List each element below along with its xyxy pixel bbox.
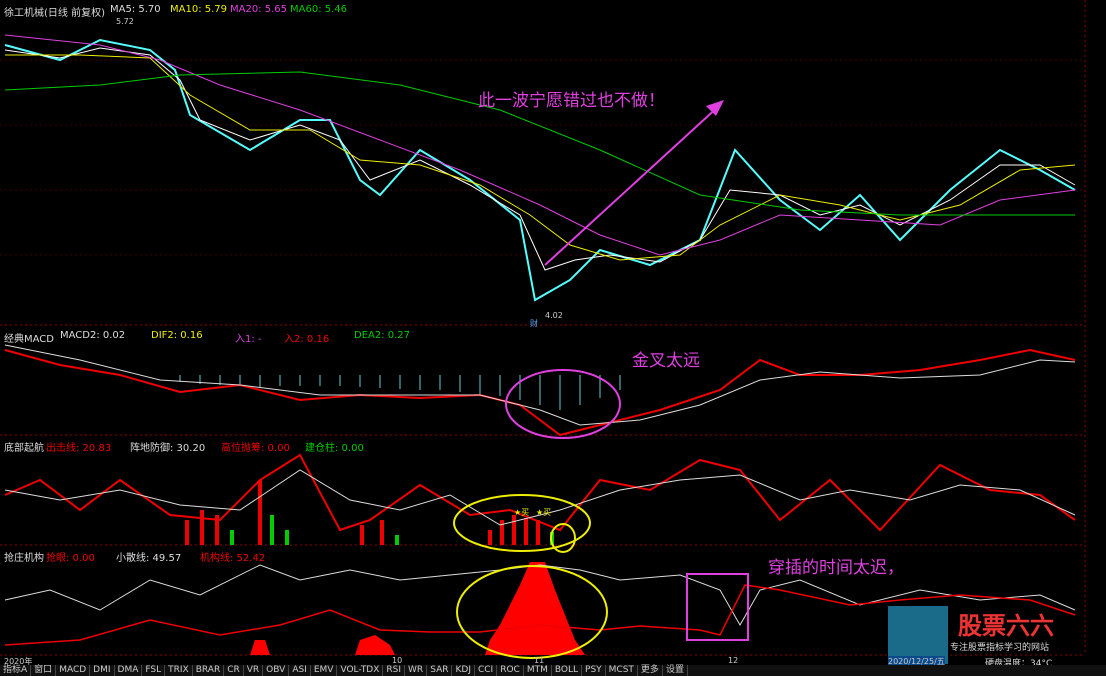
panel-field: 建仓柱: 0.00: [305, 443, 364, 454]
tab[interactable]: ROC: [497, 665, 524, 676]
dif: [4, 348, 1076, 437]
ma-field: MA10: 5.79: [170, 4, 228, 15]
slogan: 专注股票指标学习的网站: [950, 643, 1050, 653]
ma-field: MA60: 5.46: [290, 4, 348, 15]
x-label: 10: [392, 656, 403, 665]
panel-field: 入2: 0.16: [284, 334, 330, 345]
institution-area-2: [250, 635, 395, 655]
annotation: 穿插的时间太迟，: [768, 558, 904, 578]
tab[interactable]: FSL: [142, 665, 166, 676]
defense-line: [4, 469, 1076, 526]
panel-field: DEA2: 0.27: [354, 330, 411, 341]
tab[interactable]: DMI: [90, 665, 115, 676]
panel-field: 抢眼: 0.00: [46, 553, 95, 564]
arrow-head: [706, 100, 724, 116]
tab[interactable]: MCST: [606, 665, 638, 676]
highlight-box: [686, 573, 749, 641]
tab[interactable]: 指标A: [0, 665, 32, 676]
panel-field: 小散线: 49.57: [116, 553, 182, 564]
base-bars-green: [230, 515, 554, 545]
circle: [456, 565, 608, 659]
x-label: 11: [534, 656, 545, 665]
tab[interactable]: MTM: [524, 665, 552, 676]
price-line: [4, 38, 1076, 302]
logo: [888, 606, 948, 664]
dea: [4, 344, 1076, 426]
panel-field: 阵地防御: 30.20: [130, 443, 206, 454]
tab[interactable]: KDJ: [452, 665, 475, 676]
panel-field: 机构线: 52.42: [200, 553, 266, 564]
tab[interactable]: DMA: [115, 665, 143, 676]
circle: [453, 494, 591, 552]
macd-hist: [179, 375, 621, 410]
buy-mark: ★买: [536, 508, 552, 517]
stock-title: 徐工机械(日线 前复权): [4, 8, 105, 19]
circle: [550, 523, 576, 553]
tab[interactable]: WR: [405, 665, 428, 676]
tab[interactable]: CR: [224, 665, 244, 676]
low-label: 4.02: [545, 311, 563, 320]
x-label: 2020年: [4, 657, 33, 666]
tab[interactable]: TRIX: [165, 665, 193, 676]
tab[interactable]: PSY: [582, 665, 606, 676]
tab[interactable]: RSI: [383, 665, 406, 676]
buy-mark: ★买: [514, 508, 530, 517]
panel-field: 高位抛筹: 0.00: [221, 443, 290, 454]
ma5: [4, 47, 1076, 271]
attack-line: [4, 453, 1076, 532]
institution-area: [485, 562, 585, 655]
tab[interactable]: BRAR: [193, 665, 225, 676]
panel-field: MACD2: 0.02: [60, 330, 126, 341]
tab[interactable]: VOL-TDX: [337, 665, 384, 676]
brand: 股票六六: [958, 612, 1054, 640]
panel-field: 经典MACD: [4, 334, 54, 345]
high-label: 5.72: [116, 17, 134, 26]
marker: 财: [530, 319, 538, 328]
panel-field: 抢庄机构: [4, 553, 44, 564]
ma20: [4, 34, 1076, 256]
x-label: 2020/12/25/五: [888, 656, 945, 667]
status: 硬盘温度：34°C: [985, 659, 1053, 669]
ma-field: MA5: 5.70: [110, 4, 161, 15]
ma-field: MA20: 5.65: [230, 4, 288, 15]
panel-field: 入1: -: [235, 334, 262, 345]
tab[interactable]: CCI: [475, 665, 498, 676]
tab[interactable]: 窗口: [31, 665, 57, 676]
institution-line: [4, 584, 1076, 646]
grid: [0, 0, 1086, 656]
panel-field: DIF2: 0.16: [151, 330, 203, 341]
tab[interactable]: VR: [244, 665, 264, 676]
panel-field: 出击线: 20.83: [46, 443, 112, 454]
ma60: [4, 71, 1075, 216]
tab[interactable]: SAR: [427, 665, 453, 676]
base-bars: [185, 480, 540, 545]
annotation: 此一波宁愿错过也不做！: [478, 91, 665, 111]
tab[interactable]: BOLL: [552, 665, 583, 676]
panel-field: 底部起航: [4, 443, 44, 454]
tab-bar: 指标A 窗口 MACD DMI DMA FSL TRIX BRAR CR VR OBV ASI EMV V…: [0, 665, 1106, 676]
tab[interactable]: 设置: [663, 665, 688, 676]
ma10: [5, 54, 1076, 261]
circle: [505, 369, 621, 439]
tab[interactable]: OBV: [263, 665, 290, 676]
x-label: 12: [728, 656, 739, 665]
tab[interactable]: MACD: [56, 665, 91, 676]
arrow: [544, 104, 721, 266]
annotation: 金叉太远: [632, 351, 700, 371]
tab[interactable]: EMV: [311, 665, 338, 676]
tab[interactable]: 更多: [638, 665, 663, 676]
tab[interactable]: ASI: [289, 665, 311, 676]
